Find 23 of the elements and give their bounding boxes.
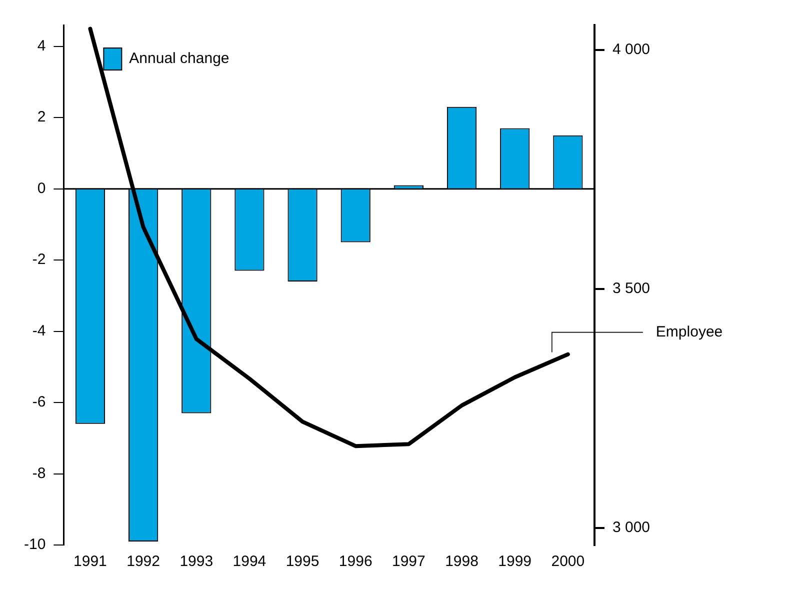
legend-label: Annual change: [129, 50, 230, 68]
y-tick-label: -2: [32, 251, 46, 268]
y-tick-label: 4: [37, 38, 46, 55]
y-tick-label: 2: [37, 108, 46, 126]
x-tick-label: 1993: [180, 553, 214, 570]
x-tick-label: 1997: [392, 553, 426, 570]
y-tick-label: -6: [32, 394, 46, 411]
y2-tick-label: 3 500: [612, 280, 650, 297]
x-tick-label: 1992: [126, 553, 160, 570]
text: Employee: [656, 323, 723, 340]
y-tick-label: -10: [24, 536, 46, 554]
x-tick-label: 1996: [338, 553, 372, 570]
y-tick-label: -4: [32, 322, 46, 340]
y2-tick-label: 4 000: [612, 40, 650, 58]
y-tick-label: 0: [37, 180, 46, 197]
y-tick-label: -8: [32, 464, 46, 482]
x-tick-label: 1991: [74, 553, 107, 570]
x-tick-label: 1995: [286, 553, 320, 570]
x-tick-label: 1994: [232, 553, 266, 570]
y2-tick-label: 3 000: [612, 518, 650, 536]
x-tick-label: 1998: [445, 553, 478, 570]
x-tick-label: 2000: [551, 553, 585, 570]
x-tick-label: 1999: [498, 553, 532, 570]
